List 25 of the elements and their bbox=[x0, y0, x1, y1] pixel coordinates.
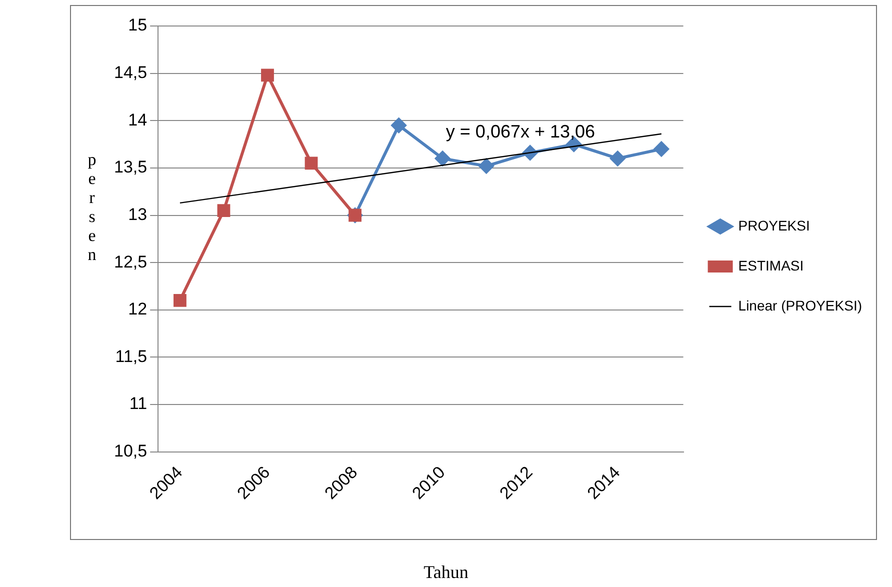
point bbox=[654, 142, 669, 157]
y-tick-label: 12,5 bbox=[114, 252, 148, 272]
y-tick-label: 10,5 bbox=[114, 442, 148, 461]
point bbox=[610, 150, 626, 166]
y-tick-label: 13 bbox=[128, 204, 148, 224]
point bbox=[435, 150, 450, 166]
y-tick-label: 11,5 bbox=[115, 346, 148, 366]
point bbox=[478, 158, 494, 174]
point bbox=[304, 156, 318, 170]
y-axis-title: persen bbox=[86, 150, 98, 264]
point bbox=[217, 204, 230, 217]
y-tick-label: 11 bbox=[129, 394, 148, 414]
legend-label: ESTIMASI bbox=[738, 257, 804, 274]
legend-label: Linear (PROYEKSI) bbox=[738, 297, 862, 314]
y-tick-label: 12 bbox=[128, 300, 148, 319]
y-tick-label: 15 bbox=[128, 16, 148, 35]
annotation: y = 0,067x + 13,06 bbox=[446, 121, 596, 142]
point bbox=[261, 68, 274, 82]
x-axis-title: Tahun bbox=[422, 562, 470, 583]
y-tick-label: 14,5 bbox=[114, 63, 148, 82]
legend-label: PROYEKSI bbox=[738, 217, 810, 234]
point bbox=[174, 294, 186, 307]
y-tick-label: 13,5 bbox=[114, 158, 148, 177]
point bbox=[391, 118, 406, 133]
y-tick-label: 14 bbox=[128, 110, 148, 130]
